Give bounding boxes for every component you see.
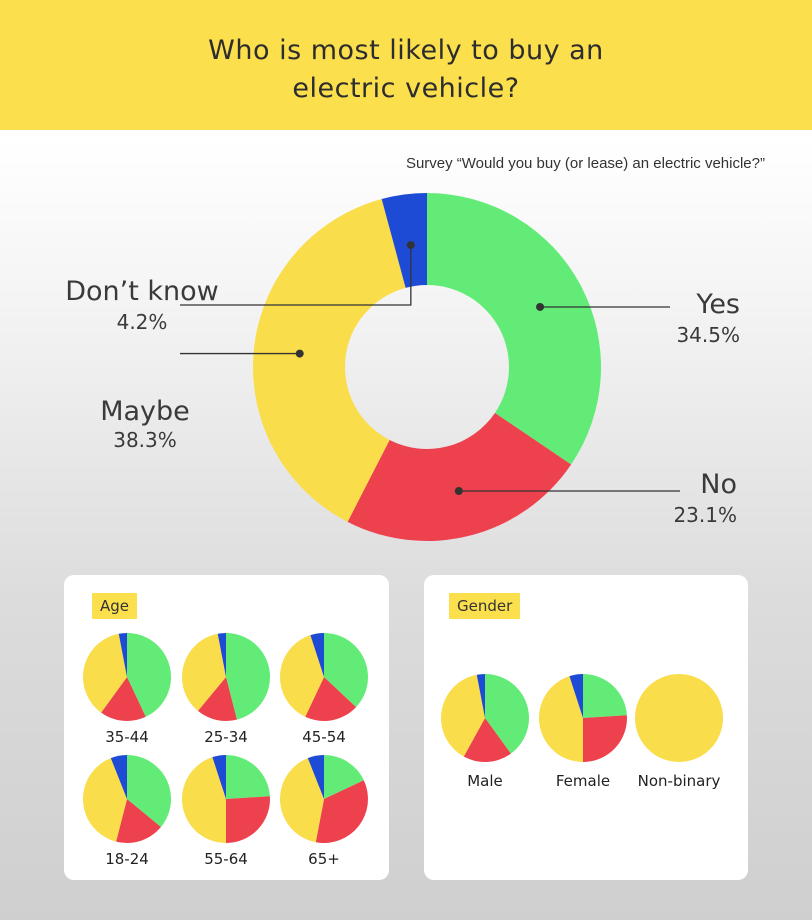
- age-pie-45-54-slice-dont_know: [310, 633, 324, 677]
- gender-pie-female-slice-yes: [583, 674, 627, 718]
- title-banner: [0, 0, 812, 130]
- age-pie-18-24-slice-dont_know: [110, 755, 127, 799]
- age-pie-55-64-slice-maybe: [182, 757, 226, 843]
- slice-label-dont_know: Don’t know: [65, 276, 219, 307]
- age-pie-label: 25-34: [204, 728, 248, 746]
- main-donut-slice-dont_know: [381, 193, 427, 288]
- leader-line-dont_know: [180, 245, 412, 306]
- slice-value-maybe: 38.3%: [113, 428, 177, 452]
- age-pie-grid: 35-44 25-34 45-54 18-24 55-64 65+: [83, 633, 368, 868]
- age-pie-18-24-slice-no: [116, 799, 161, 843]
- age-pie-25-34-slice-yes: [226, 633, 270, 720]
- title-line-1: Who is most likely to buy an: [208, 35, 604, 66]
- leader-dot-maybe: [295, 349, 304, 358]
- age-pie-label: 35-44: [105, 728, 149, 746]
- leader-dot-dont_know: [406, 241, 415, 250]
- slice-label-maybe: Maybe: [100, 396, 190, 427]
- slice-label-yes: Yes: [695, 289, 740, 320]
- gender-pie-label: Non-binary: [638, 772, 721, 790]
- age-pie-25-34-slice-no: [197, 677, 237, 721]
- age-pie-45-54-slice-no: [305, 677, 357, 721]
- leader-dot-yes: [536, 302, 545, 311]
- gender-pie-male-slice-yes: [485, 674, 529, 754]
- chart-subtitle: Survey “Would you buy (or lease) an elec…: [405, 155, 765, 172]
- slice-value-yes: 34.5%: [676, 323, 740, 347]
- age-pie-35-44-slice-yes: [127, 633, 172, 717]
- age-pie-55-64-slice-dont_know: [212, 755, 226, 799]
- age-pie-35-44-slice-maybe: [83, 633, 127, 713]
- gender-pie-label: Female: [556, 772, 610, 790]
- slice-value-no: 23.1%: [673, 503, 737, 527]
- gender-pie-female-slice-maybe: [539, 676, 583, 762]
- age-panel-title: Age: [92, 593, 138, 619]
- gender-pie-male-slice-dont_know: [476, 674, 485, 718]
- chart-title: Who is most likely to buy an electric ve…: [0, 32, 812, 108]
- age-pie-35-44-slice-dont_know: [118, 633, 127, 677]
- age-pie-65+-slice-maybe: [280, 758, 324, 843]
- gender-panel-title: Gender: [449, 593, 521, 619]
- main-donut-slice-maybe: [253, 199, 406, 522]
- gender-pie-male-slice-maybe: [441, 674, 485, 757]
- gender-panel: Gender Male Female Non-binary: [424, 575, 748, 880]
- age-pie-25-34-slice-dont_know: [217, 633, 226, 677]
- main-donut-slice-no: [347, 412, 572, 541]
- gender-pie-female-slice-dont_know: [569, 674, 583, 718]
- age-pie-label: 65+: [308, 850, 340, 868]
- age-pie-55-64-slice-no: [226, 796, 270, 843]
- age-pie-25-34-slice-maybe: [182, 633, 226, 711]
- age-pie-18-24-slice-maybe: [83, 758, 127, 842]
- age-pie-label: 18-24: [105, 850, 149, 868]
- gender-pie-male-slice-no: [463, 718, 511, 762]
- age-pie-35-44-slice-no: [101, 677, 146, 721]
- age-panel: Age 35-44 25-34 45-54 18-24 55-64 65+: [64, 575, 389, 880]
- main-donut-slice-yes: [427, 193, 601, 465]
- age-pie-65+-slice-dont_know: [307, 755, 324, 799]
- age-pie-18-24-slice-yes: [127, 755, 172, 828]
- slice-value-dont_know: 4.2%: [117, 310, 168, 334]
- age-pie-45-54-slice-maybe: [280, 635, 324, 717]
- age-pie-label: 55-64: [204, 850, 248, 868]
- gender-pie-label: Male: [467, 772, 503, 790]
- age-pie-65+-slice-yes: [324, 755, 364, 799]
- title-line-2: electric vehicle?: [292, 73, 520, 104]
- age-pie-45-54-slice-yes: [324, 633, 368, 708]
- leader-dot-no: [454, 486, 463, 495]
- slice-label-no: No: [700, 469, 737, 500]
- age-pie-label: 45-54: [302, 728, 346, 746]
- gender-pie-row: Male Female Non-binary: [441, 674, 723, 790]
- gender-pie-non-binary-slice-maybe: [635, 674, 723, 762]
- gender-pie-female-slice-no: [583, 715, 627, 762]
- age-pie-55-64-slice-yes: [226, 755, 270, 799]
- age-pie-65+-slice-no: [315, 780, 368, 843]
